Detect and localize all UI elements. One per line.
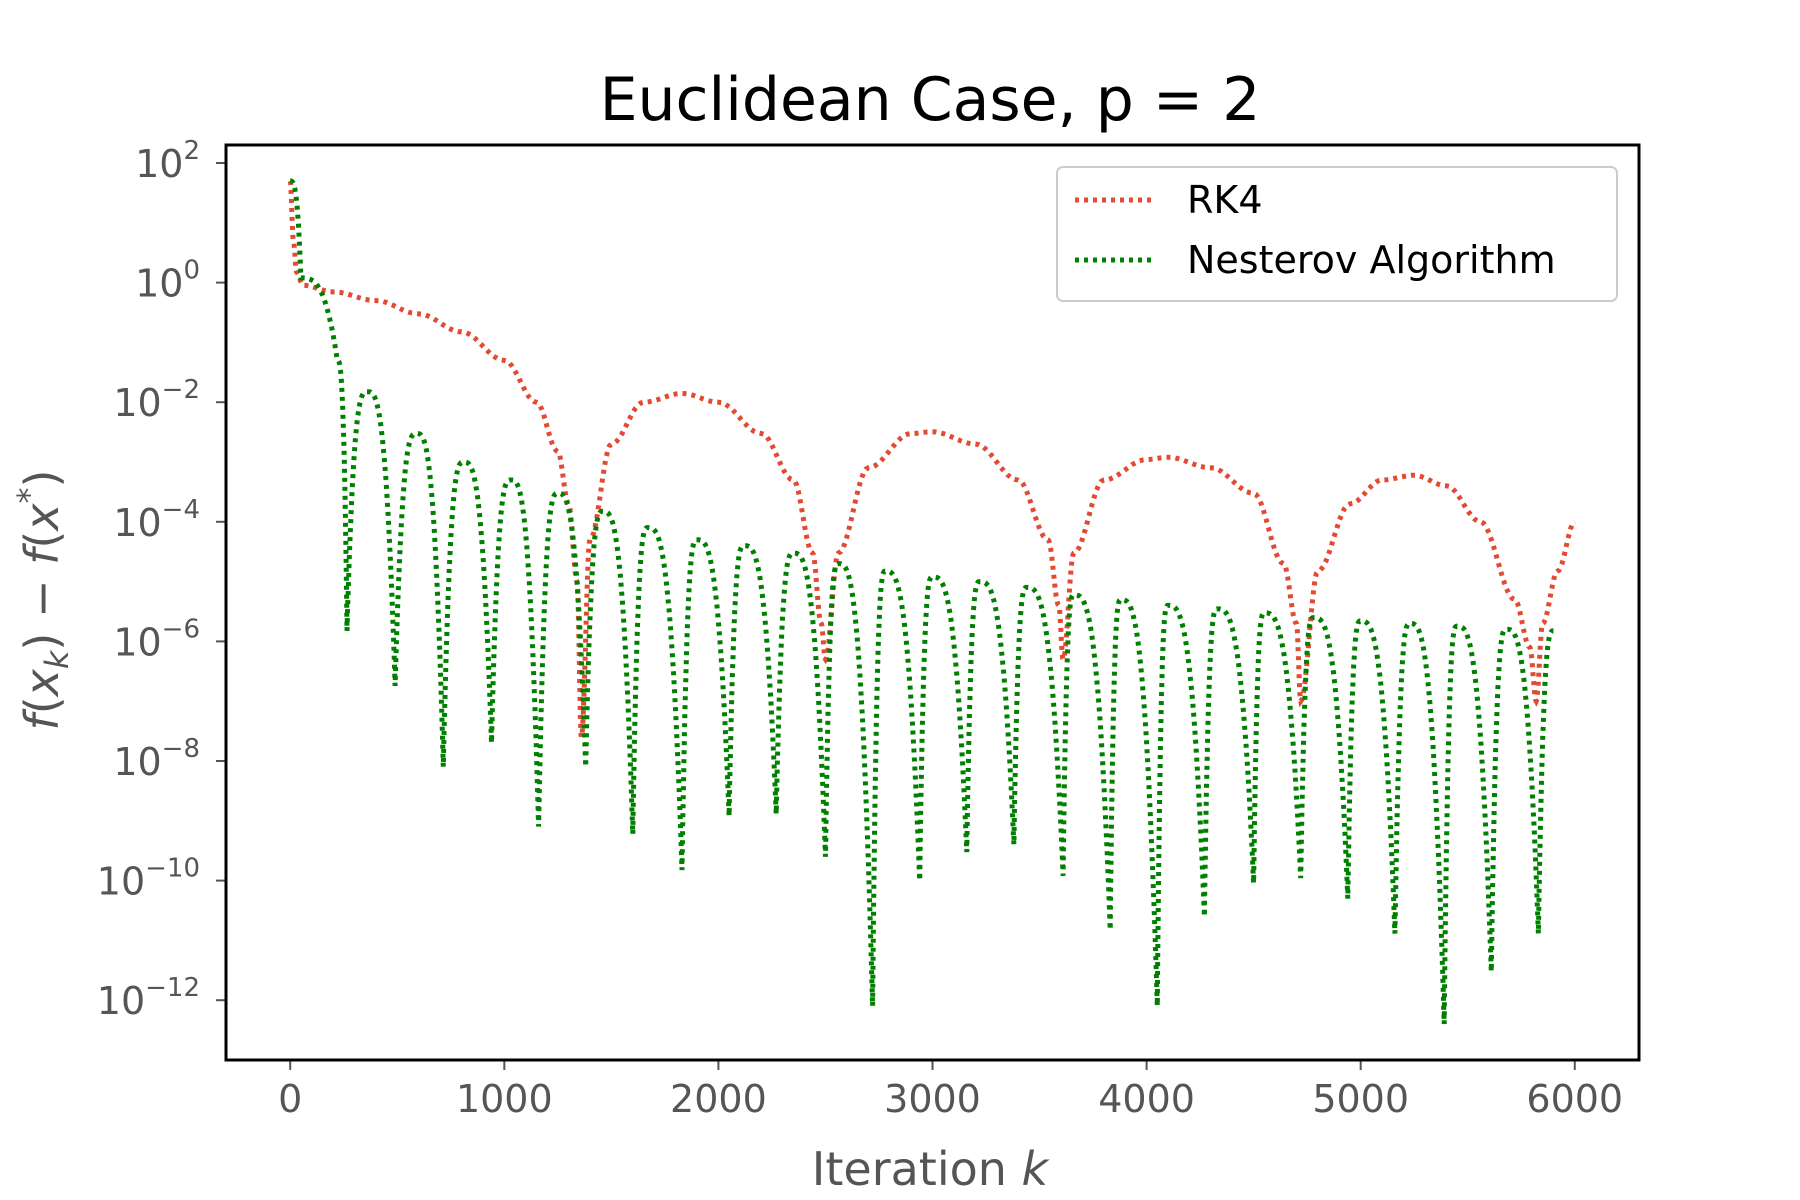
x-tick-label: 1000 [456, 1077, 553, 1121]
x-tick-label: 5000 [1312, 1077, 1409, 1121]
series-line-nesterov [290, 178, 1554, 1025]
y-ticks: 102 100 10−2 10−4 10−6 10−8 10−10 10−12 [97, 136, 226, 1023]
series-line-rk4 [287, 180, 1576, 738]
plot-frame [224, 143, 1641, 1062]
legend-label: RK4 [1187, 178, 1263, 222]
chart-title: Euclidean Case, p = 2 [600, 65, 1261, 135]
y-tick-label: 102 [135, 136, 200, 186]
legend-label: Nesterov Algorithm [1187, 238, 1556, 282]
plot-lines [287, 178, 1576, 1025]
x-ticks: 0 1000 2000 3000 4000 5000 6000 [278, 1060, 1623, 1121]
x-tick-label: 6000 [1526, 1077, 1623, 1121]
x-tick-label: 3000 [884, 1077, 981, 1121]
y-tick-label: 10−2 [113, 375, 200, 425]
x-axis-label: Iteration k [812, 1142, 1051, 1196]
y-tick-label: 10−12 [97, 973, 200, 1023]
x-tick-label: 2000 [670, 1077, 767, 1121]
x-tick-label: 4000 [1098, 1077, 1195, 1121]
legend-box [1056, 166, 1618, 302]
y-tick-label: 10−4 [113, 495, 200, 545]
y-tick-label: 100 [135, 256, 200, 306]
y-tick-label: 10−8 [113, 734, 200, 784]
y-tick-label: 10−6 [113, 614, 200, 664]
legend: RK4 Nesterov Algorithm [1056, 166, 1618, 302]
y-tick-label: 10−10 [97, 854, 200, 904]
y-axis-label: f(xk) − f(x*) [10, 470, 76, 731]
x-tick-label: 0 [278, 1077, 302, 1121]
